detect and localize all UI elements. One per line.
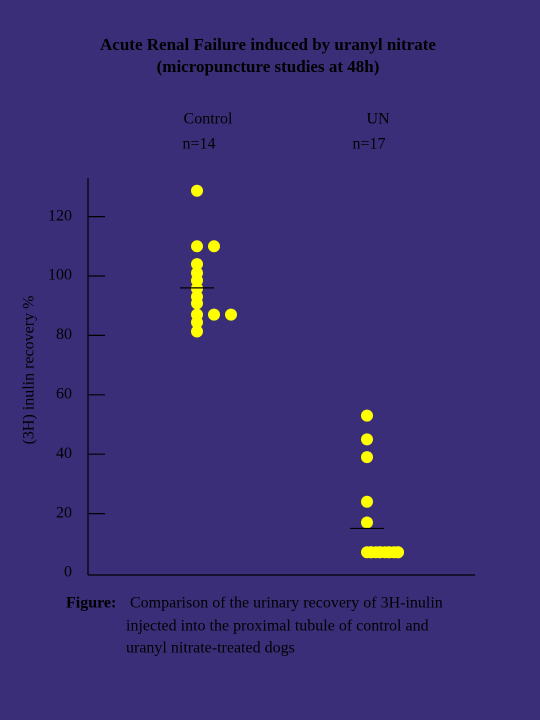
- y-tick-label: 100: [48, 267, 72, 284]
- group-n: n=17: [352, 136, 385, 153]
- y-tick-label: 40: [56, 445, 72, 462]
- data-point: [191, 184, 203, 197]
- y-tick-label: 60: [56, 385, 72, 402]
- data-point: [365, 546, 377, 559]
- data-point: [361, 451, 373, 464]
- caption-label: Figure:: [66, 595, 116, 612]
- group-label: Control: [184, 111, 233, 128]
- data-point: [208, 308, 220, 321]
- data-point: [361, 433, 373, 446]
- y-tick-label: 20: [56, 504, 72, 521]
- data-point: [191, 240, 203, 253]
- group-label: UN: [366, 111, 390, 128]
- data-point: [392, 546, 404, 559]
- group-n: n=14: [182, 136, 215, 153]
- chart-title: (micropuncture studies at 48h): [157, 57, 380, 76]
- data-point: [225, 308, 237, 321]
- y-tick-label: 0: [64, 564, 72, 581]
- data-point: [191, 325, 203, 338]
- chart-title: Acute Renal Failure induced by uranyl ni…: [100, 35, 436, 54]
- data-point: [361, 409, 373, 422]
- y-axis-label: (3H) inulin recovery %: [21, 296, 38, 445]
- data-point: [191, 297, 203, 310]
- caption: injected into the proximal tubule of con…: [126, 618, 429, 635]
- y-tick-label: 120: [48, 207, 72, 224]
- y-tick-label: 80: [56, 326, 72, 343]
- caption: uranyl nitrate-treated dogs: [126, 640, 295, 657]
- data-point: [383, 546, 395, 559]
- data-point: [191, 258, 203, 271]
- data-point: [374, 546, 386, 559]
- caption: Comparison of the urinary recovery of 3H…: [130, 595, 443, 612]
- data-point: [361, 516, 373, 529]
- data-point: [361, 495, 373, 508]
- data-point: [208, 240, 220, 253]
- data-point: [191, 316, 203, 329]
